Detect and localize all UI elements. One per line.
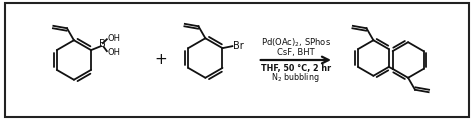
Text: Pd(OAc)$_2$, SPhos: Pd(OAc)$_2$, SPhos xyxy=(261,37,331,49)
Text: B: B xyxy=(99,39,105,49)
Text: +: + xyxy=(155,53,167,67)
FancyBboxPatch shape xyxy=(5,3,469,117)
Text: Br: Br xyxy=(233,41,244,51)
Text: N$_2$ bubbling: N$_2$ bubbling xyxy=(272,71,320,84)
Text: OH: OH xyxy=(108,34,121,43)
Text: OH: OH xyxy=(108,48,121,57)
Text: CsF, BHT: CsF, BHT xyxy=(277,48,315,57)
Text: THF, 50 °C, 2 hr: THF, 50 °C, 2 hr xyxy=(261,64,331,73)
